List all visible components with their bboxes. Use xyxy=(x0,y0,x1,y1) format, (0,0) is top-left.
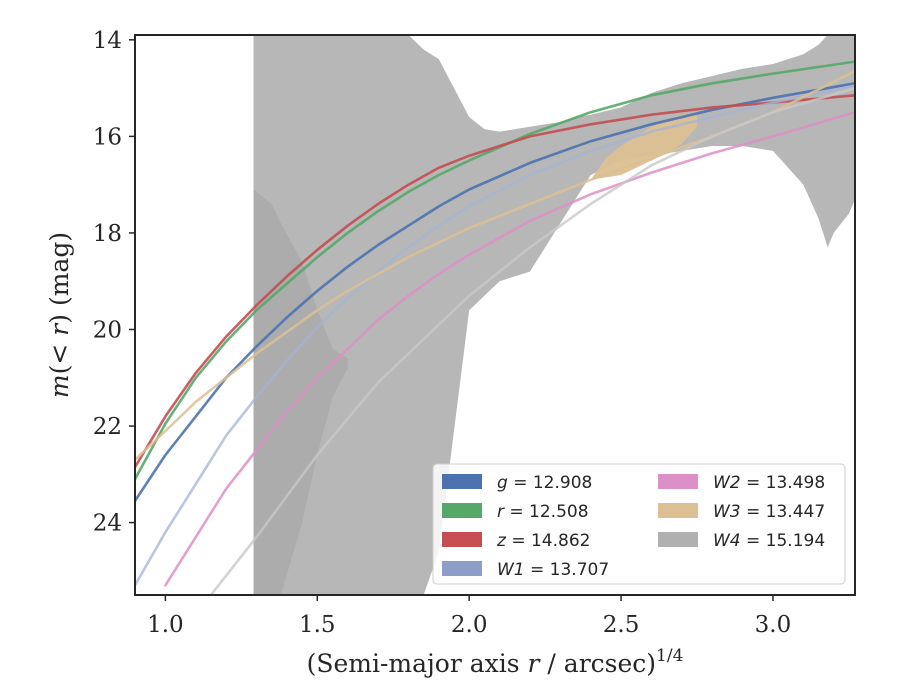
legend-box xyxy=(432,463,846,585)
legend-swatch-w1 xyxy=(442,561,482,576)
series-line-w2-13-498 xyxy=(164,110,855,587)
plot-frame xyxy=(134,34,856,596)
legend-label-r: r = 12.508 xyxy=(497,502,589,522)
y-tick-label: 20 xyxy=(93,317,122,343)
legend-swatch-w2 xyxy=(658,474,698,489)
series-line-w3-13-447 xyxy=(135,69,855,462)
y-tick-label: 18 xyxy=(93,221,122,247)
y-tick-label: 16 xyxy=(93,124,122,150)
y-axis-label: m(< r) (mag) xyxy=(45,232,74,398)
plot-area xyxy=(135,35,855,595)
y-tick-label: 22 xyxy=(93,414,122,440)
legend-swatch-z xyxy=(442,532,482,547)
legend-swatch-w4 xyxy=(658,532,698,547)
axis-ticks: 1.0 1.5 2.0 2.5 3.0 14 16 18 20 22 24 xyxy=(93,28,792,638)
legend-label-w2: W2 = 13.498 xyxy=(713,473,825,493)
band-w3-13-447 xyxy=(590,112,697,180)
y-tick-label: 14 xyxy=(93,28,122,54)
band-w4-15-194 xyxy=(253,35,855,595)
x-axis-label: (Semi-major axis r / arcsec)1/4 xyxy=(307,646,684,678)
legend-label-w4: W4 = 15.194 xyxy=(713,531,825,551)
legend-swatch-r xyxy=(442,503,482,518)
legend-label-w3: W3 = 13.447 xyxy=(713,502,825,522)
x-tick-label: 3.0 xyxy=(755,612,792,638)
x-tick-label: 1.0 xyxy=(147,612,184,638)
series-line-w1-13-707 xyxy=(135,84,855,587)
legend-label-z: z = 14.862 xyxy=(496,531,590,551)
x-tick-label: 2.0 xyxy=(451,612,488,638)
x-tick-label: 1.5 xyxy=(299,612,336,638)
series-line-z-14-862 xyxy=(135,94,855,469)
legend: g = 12.908 r = 12.508 z = 14.862 W1 = 13.70… xyxy=(432,463,846,585)
series-line-w4-15-194 xyxy=(209,86,855,595)
series-line-r-12-508 xyxy=(135,60,855,481)
legend-swatch-w3 xyxy=(658,503,698,518)
legend-swatch-g xyxy=(442,474,482,489)
x-tick-label: 2.5 xyxy=(603,612,640,638)
series-line-g-12-908 xyxy=(135,82,855,503)
y-tick-label: 24 xyxy=(93,511,122,537)
legend-label-w1: W1 = 13.707 xyxy=(497,560,609,580)
legend-label-g: g = 12.908 xyxy=(497,473,592,493)
